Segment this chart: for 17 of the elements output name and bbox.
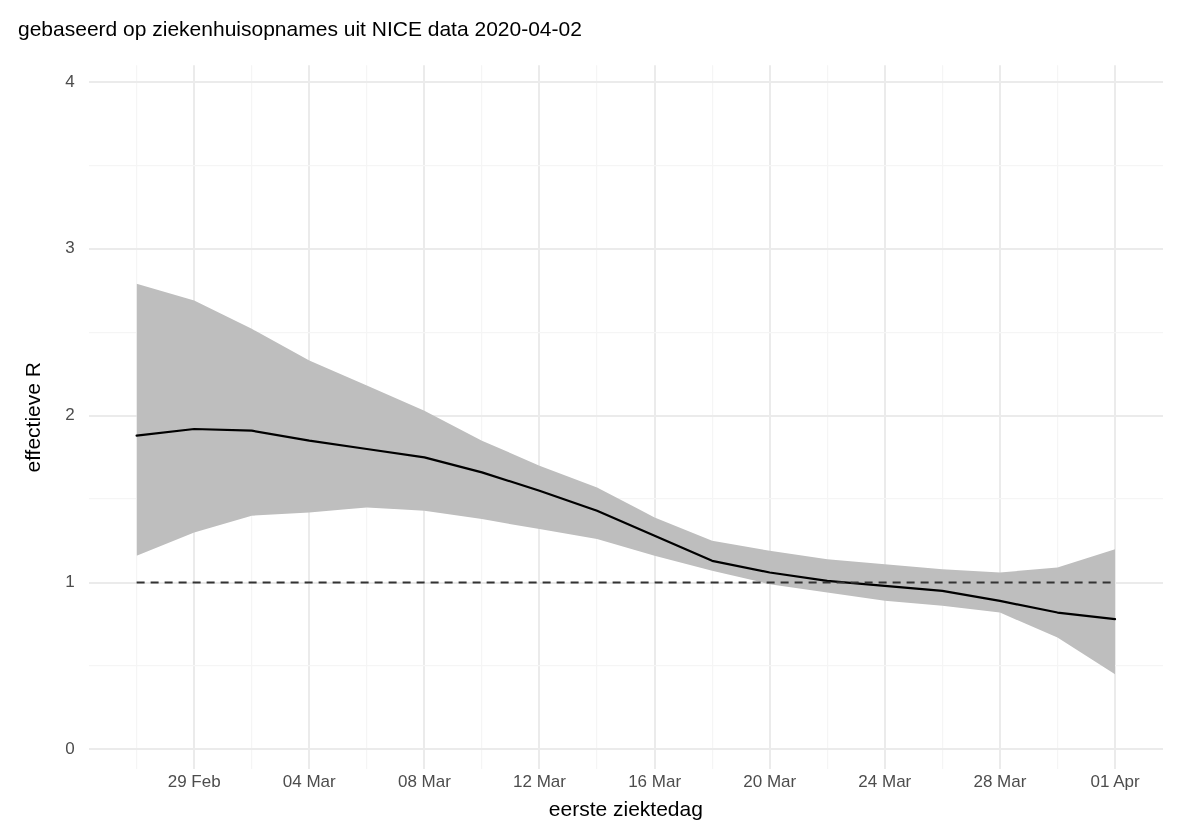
x-tick-label: 04 Mar: [282, 772, 337, 792]
y-axis-title: effectieve R: [21, 362, 45, 473]
x-tick-label: 29 Feb: [167, 772, 221, 792]
x-axis-title: eerste ziektedag: [548, 797, 703, 821]
x-tick-label: 24 Mar: [858, 772, 912, 792]
y-tick-label: 1: [65, 572, 75, 592]
y-tick-label: 2: [65, 405, 75, 425]
x-tick-label: 28 Mar: [973, 772, 1027, 792]
x-tick-label: 08 Mar: [397, 772, 452, 792]
x-tick-label: 01 Apr: [1090, 772, 1140, 792]
chart-title: gebaseerd op ziekenhuisopnames uit NICE data 2020-04-02: [18, 17, 582, 41]
y-tick-label: 0: [65, 739, 75, 759]
y-tick-label: 4: [65, 71, 75, 91]
y-tick-label: 3: [65, 238, 75, 258]
x-tick-label: 12 Mar: [513, 772, 567, 792]
x-tick-label: 20 Mar: [743, 772, 797, 792]
x-tick-label: 16 Mar: [628, 772, 682, 792]
